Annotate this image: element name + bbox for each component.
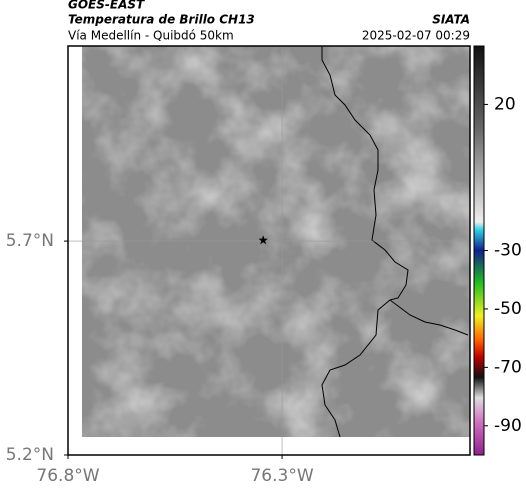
colorbar-tick-label: -90 bbox=[494, 416, 522, 436]
region: Vía Medellín - Quibdó 50km bbox=[68, 29, 234, 43]
colorbar-tick-label: 20 bbox=[494, 94, 516, 114]
colorbar bbox=[473, 45, 485, 456]
x-tick-label: 76.3°W bbox=[250, 466, 313, 486]
title: GOES-EAST bbox=[68, 0, 145, 12]
colorbar-tick-label: -70 bbox=[494, 357, 522, 377]
y-tick-label: 5.7°N bbox=[6, 231, 54, 251]
source: SIATA bbox=[432, 13, 470, 27]
colorbar-tick-label: -30 bbox=[494, 241, 522, 261]
boundary bbox=[321, 46, 469, 438]
map-frame bbox=[67, 45, 471, 456]
x-tick-label: 76.8°W bbox=[36, 466, 99, 486]
datetime: 2025-02-07 00:29 bbox=[362, 29, 470, 43]
subtitle: Temperatura de Brillo CH13 bbox=[68, 13, 255, 27]
y-tick-label: 5.2°N bbox=[6, 445, 54, 465]
colorbar-tick-label: -50 bbox=[494, 299, 522, 319]
cloud-texture bbox=[82, 46, 470, 437]
location-marker bbox=[258, 235, 268, 245]
